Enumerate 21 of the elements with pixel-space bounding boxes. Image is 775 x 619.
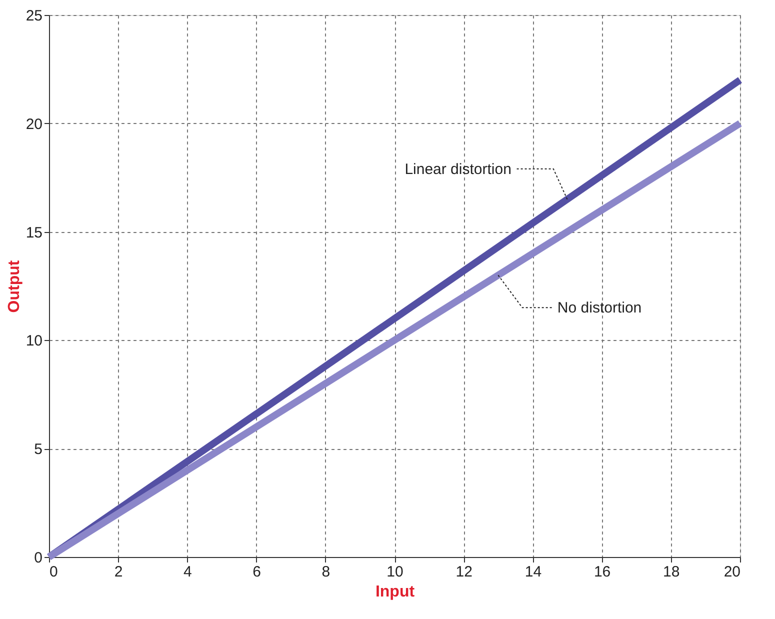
y-tick-label: 10 <box>26 332 42 350</box>
y-tick-label: 20 <box>26 116 42 133</box>
x-tick-label: 10 <box>386 564 404 580</box>
x-tick-label: 6 <box>252 564 261 580</box>
x-tick-label: 16 <box>594 564 611 580</box>
y-axis-title: Output <box>6 260 23 313</box>
x-tick-label: 8 <box>322 564 330 580</box>
x-tick-label: 12 <box>456 564 472 580</box>
y-tick-label: 25 <box>26 8 42 24</box>
x-axis-title: Input <box>375 584 416 600</box>
x-tick-label: 14 <box>524 564 542 580</box>
x-tick-label: 4 <box>184 564 192 580</box>
annotation: Linear distortion <box>404 160 512 178</box>
y-tick-label: 15 <box>26 224 42 242</box>
y-tick-label: 0 <box>34 550 42 566</box>
x-tick-label: 2 <box>114 564 123 580</box>
annotation: No distortion <box>557 300 642 317</box>
y-tick-label: 5 <box>34 441 42 458</box>
x-tick-label: 20 <box>724 564 740 580</box>
x-tick-label: 18 <box>663 564 680 580</box>
x-tick-label: 0 <box>50 564 58 580</box>
